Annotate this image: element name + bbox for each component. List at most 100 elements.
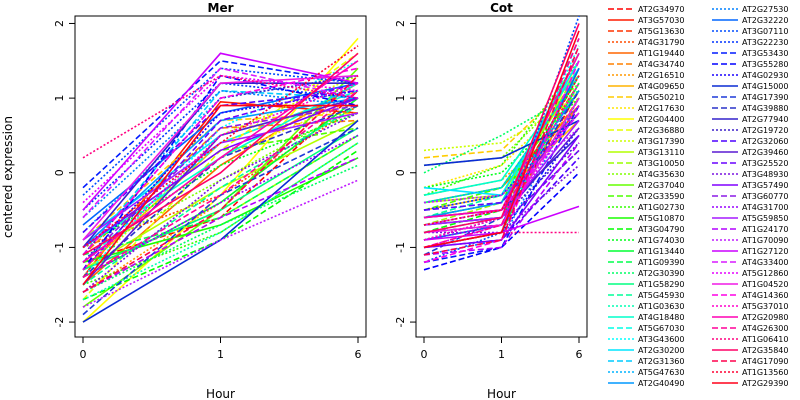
legend-label: AT1G58290 [638, 280, 684, 289]
series-line-at1g03630 [82, 142, 359, 301]
series-line-at3g25520 [423, 112, 580, 211]
legend-item: AT2G35840 [712, 346, 788, 355]
legend-item: AT2G32060 [712, 137, 788, 146]
series-line-at4g33400 [82, 67, 359, 219]
legend-item: AT1G04520 [712, 280, 788, 289]
legend-item: AT4G17390 [712, 93, 788, 102]
legend-item: AT3G13110 [608, 148, 684, 157]
legend-label: AT4G33400 [742, 258, 788, 267]
legend-item: AT2G37040 [608, 181, 684, 190]
legend-item: AT4G26300 [712, 324, 788, 333]
legend-label: AT4G31700 [742, 203, 788, 212]
legend-label: AT1G09390 [638, 258, 684, 267]
legend-label: AT1G27120 [742, 247, 788, 256]
legend-item: AT4G34740 [608, 60, 684, 69]
legend-label: AT5G50210 [638, 93, 684, 102]
legend-item: AT2G33590 [608, 192, 684, 201]
series-line-at4g26300 [82, 90, 359, 278]
series-line-at3g25520 [82, 82, 359, 271]
legend-label: AT2G35840 [742, 346, 788, 355]
y-tick-label: -1 [53, 242, 66, 253]
legend-label: AT3G55280 [742, 60, 788, 69]
series-line-at5g47630 [423, 75, 580, 204]
legend-label: AT3G04790 [638, 225, 684, 234]
legend-label: AT2G33590 [638, 192, 684, 201]
legend-item: AT3G17390 [608, 137, 684, 146]
legend-item: AT5G13630 [608, 27, 684, 36]
series-line-at2g20980 [423, 52, 580, 219]
legend-label: AT2G32220 [742, 16, 788, 25]
legend-item: AT1G70090 [712, 236, 788, 245]
legend-item: AT2G27530 [712, 5, 788, 14]
series-line-at1g24170 [423, 142, 580, 256]
legend-item: AT2G77940 [712, 115, 788, 124]
legend-label: AT2G31360 [638, 357, 684, 366]
legend-label: AT4G31790 [638, 38, 684, 47]
series-line-at4g14360 [423, 60, 580, 264]
series-line-at1g02730 [82, 142, 359, 286]
series-line-at4g17090 [82, 75, 359, 293]
legend-item: AT5G12860 [712, 269, 788, 278]
legend-label: AT3G17390 [638, 137, 684, 146]
legend-label: AT2G30390 [638, 269, 684, 278]
legend-item: AT2G20980 [712, 313, 788, 322]
x-tick-label: 1 [217, 348, 224, 361]
series-line-at2g30390 [82, 164, 359, 293]
y-tick-label: 2 [394, 20, 407, 27]
legend-item: AT3G60770 [712, 192, 788, 201]
series-line-at1g04520 [423, 97, 580, 234]
legend-item: AT1G24170 [712, 225, 788, 234]
legend-label: AT1G19440 [638, 49, 684, 58]
legend-label: AT1G13560 [742, 368, 788, 377]
y-tick-label: 0 [53, 169, 66, 176]
series-line-at4g31700 [82, 134, 359, 279]
legend-item: AT2G31360 [608, 357, 684, 366]
legend-item: AT5G59850 [712, 214, 788, 223]
series-line-at3g60770 [82, 104, 359, 263]
legend-label: AT5G47630 [638, 368, 684, 377]
x-tick-label: 0 [80, 348, 87, 361]
legend-item: AT2G04400 [608, 115, 684, 124]
legend-label: AT3G25520 [742, 159, 788, 168]
series-line-at2g35840 [82, 52, 359, 256]
legend-label: AT5G12860 [742, 269, 788, 278]
legend-item: AT3G57030 [608, 16, 684, 25]
legend-item: AT4G02930 [712, 71, 788, 80]
legend-label: AT2G04400 [638, 115, 684, 124]
legend-item: AT1G02730 [608, 203, 684, 212]
legend-label: AT4G18480 [638, 313, 684, 322]
panel-title: Mer [208, 1, 234, 15]
legend-label: AT2G36880 [638, 126, 684, 135]
series-line-at1g70090 [423, 127, 580, 204]
series-line-at4g17090 [423, 45, 580, 256]
series-line-at1g09390 [82, 134, 359, 256]
legend-label: AT3G53430 [742, 49, 788, 58]
legend-label: AT1G06410 [742, 335, 788, 344]
legend-label: AT3G57490 [742, 181, 788, 190]
legend-label: AT2G19720 [742, 126, 788, 135]
legend-label: AT3G57030 [638, 16, 684, 25]
legend-item: AT2G30390 [608, 269, 684, 278]
legend-label: AT3G60770 [742, 192, 788, 201]
legend-label: AT4G26300 [742, 324, 788, 333]
legend-label: AT5G13630 [638, 27, 684, 36]
legend-label: AT1G03630 [638, 302, 684, 311]
legend-item: AT2G17630 [608, 104, 684, 113]
series-line-at4g17390 [82, 127, 359, 316]
series-line-at1g27120 [82, 52, 359, 211]
legend-item: AT4G39880 [712, 104, 788, 113]
legend-label: AT1G04520 [742, 280, 788, 289]
legend: AT2G34970 AT3G57030 AT5G13630 AT4G31790 AT1G… [608, 5, 788, 388]
series-line-at4g02930 [423, 127, 580, 249]
legend-label: AT2G29390 [742, 379, 788, 388]
legend-item: AT4G15000 [712, 82, 788, 91]
y-tick-label: 1 [394, 95, 407, 102]
x-axis-label: Hour [487, 387, 516, 400]
legend-item: AT3G55280 [712, 60, 788, 69]
legend-item: AT2G40490 [608, 379, 684, 388]
legend-label: AT3G22230 [742, 38, 788, 47]
panel-cot: Cot -2 -1 0 1 2 0 1 6 Hour [394, 1, 588, 400]
series-line-at1g13560 [82, 45, 359, 249]
series-line-at1g02730 [423, 60, 580, 196]
